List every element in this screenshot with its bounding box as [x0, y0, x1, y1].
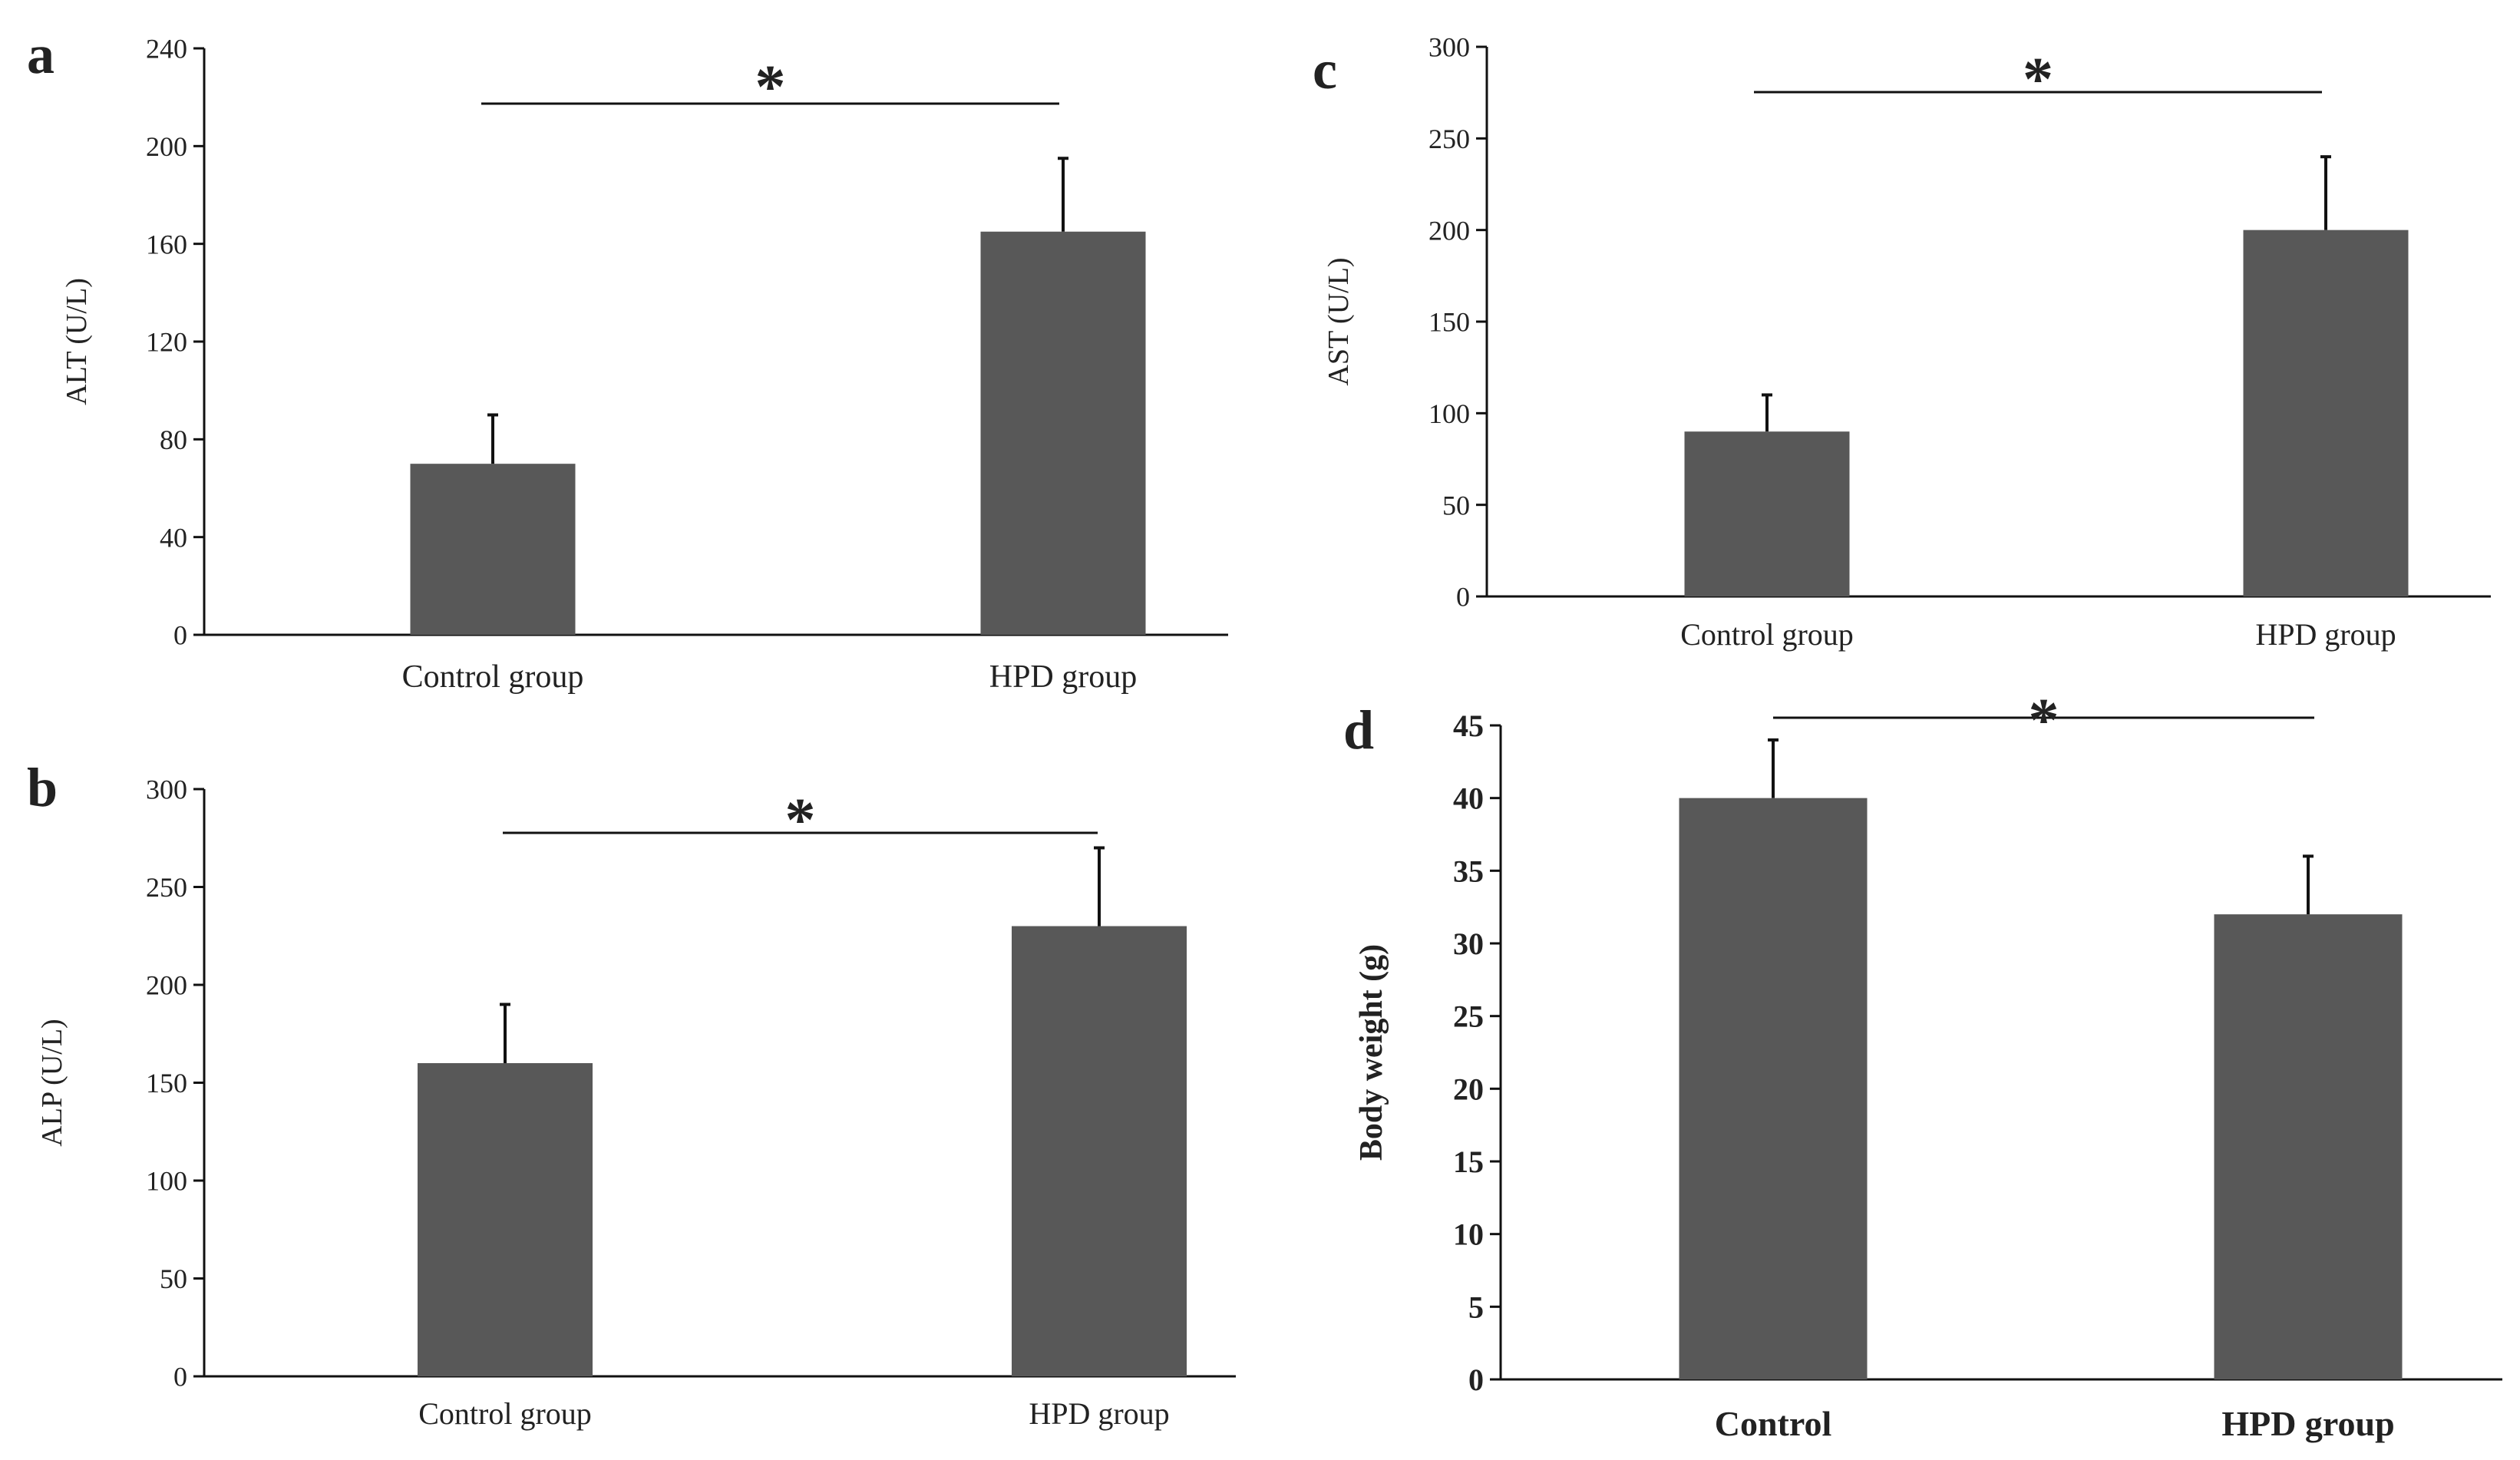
y-tick-label: 150 [1428, 307, 1470, 338]
y-tick-label: 45 [1453, 709, 1484, 743]
x-tick-label: Control group [1680, 617, 1854, 652]
y-tick-label: 100 [1428, 398, 1470, 429]
y-tick-label: 50 [160, 1263, 187, 1294]
significance-star: * [2029, 687, 2059, 755]
y-tick-label: 150 [146, 1068, 187, 1098]
x-tick-label: HPD group [989, 659, 1138, 695]
y-axis-label: Body weight (g) [1354, 944, 1389, 1161]
x-tick-label: Control group [402, 659, 584, 695]
y-tick-label: 200 [1428, 215, 1470, 246]
y-tick-label: 160 [146, 229, 187, 259]
y-tick-label: 15 [1453, 1145, 1484, 1179]
y-tick-label: 300 [1428, 32, 1470, 63]
x-tick-label: HPD group [2221, 1404, 2394, 1443]
significance-star: * [785, 787, 816, 854]
bar-hpd-group [980, 231, 1146, 635]
panel-label: d [1343, 699, 1374, 761]
bar-control-group [1684, 431, 1850, 596]
y-tick-label: 200 [146, 131, 187, 162]
y-tick-label: 120 [146, 327, 187, 358]
chart-panel-c: c 0 50 100 150 200 250 300 AST (U/L) Control grou… [1313, 32, 2491, 652]
chart-panel-b: b 0 50 100 150 200 250 300 ALP (U/L) Control grou… [27, 757, 1236, 1431]
y-tick-label: 40 [1453, 781, 1484, 816]
y-tick-label: 240 [146, 34, 187, 64]
chart-panel-d: d 0 5 10 15 20 25 30 35 40 45 Body weight (g) Contro… [1343, 687, 2502, 1443]
y-tick-label: 0 [1456, 582, 1470, 613]
panel-label: b [27, 757, 58, 818]
bar-control [1679, 798, 1868, 1379]
y-tick-label: 30 [1453, 927, 1484, 961]
y-tick-label: 250 [1428, 124, 1470, 154]
panel-label: a [27, 24, 54, 85]
y-tick-label: 20 [1453, 1072, 1484, 1106]
x-tick-label: Control [1715, 1404, 1832, 1443]
chart-panel-a: a 0 40 80 120 160 200 240 ALT (U/L) Control group… [27, 24, 1228, 695]
y-tick-label: 80 [160, 424, 187, 455]
y-tick-label: 40 [160, 522, 187, 553]
y-tick-label: 25 [1453, 999, 1484, 1034]
significance-star: * [2023, 46, 2053, 114]
bar-hpd-group [2214, 914, 2403, 1379]
y-tick-label: 200 [146, 970, 187, 1001]
y-tick-label: 300 [146, 775, 187, 805]
y-axis-label: ALP (U/L) [36, 1019, 68, 1146]
x-tick-label: HPD group [1029, 1396, 1169, 1431]
bar-hpd-group [2243, 230, 2409, 596]
y-tick-label: 0 [173, 620, 187, 651]
y-tick-label: 100 [146, 1166, 187, 1197]
x-tick-label: Control group [418, 1396, 592, 1431]
y-tick-label: 35 [1453, 854, 1484, 888]
y-tick-label: 5 [1468, 1290, 1484, 1324]
y-axis-label: AST (U/L) [1323, 257, 1355, 385]
y-tick-label: 50 [1442, 490, 1470, 520]
bar-control-group [418, 1063, 593, 1376]
significance-star: * [755, 54, 786, 121]
x-tick-label: HPD group [2255, 617, 2396, 652]
y-tick-label: 10 [1453, 1217, 1484, 1252]
bar-control-group [410, 464, 576, 635]
bar-hpd-group [1012, 926, 1187, 1376]
y-axis-label: ALT (U/L) [61, 278, 93, 405]
y-tick-label: 250 [146, 872, 187, 903]
y-tick-label: 0 [1468, 1363, 1484, 1397]
y-tick-label: 0 [173, 1362, 187, 1392]
panel-label: c [1313, 39, 1337, 101]
